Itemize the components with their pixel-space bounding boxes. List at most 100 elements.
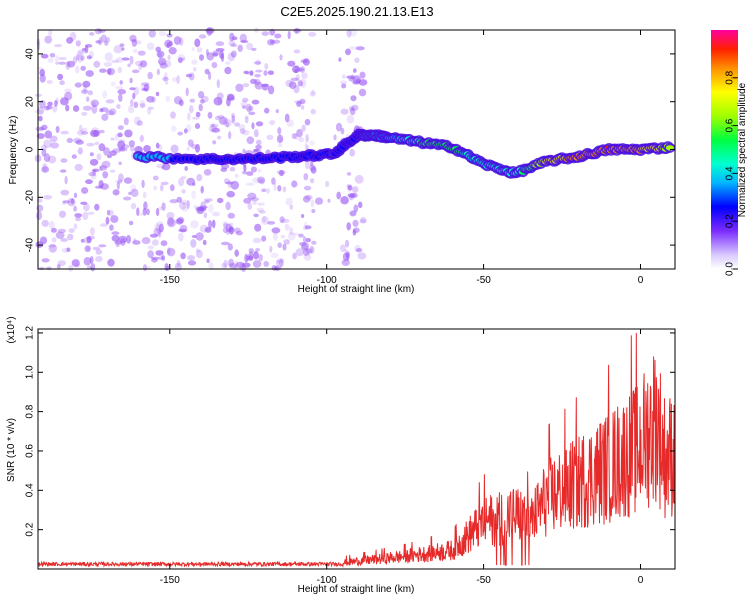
- snr-y-ticks: 0.2 0.4 0.6 0.8 1.0 1.2: [25, 326, 675, 537]
- spectrogram-noise-blob: [60, 97, 69, 106]
- spectrogram-noise-blob: [139, 134, 144, 143]
- spectrogram-noise-blob: [242, 97, 249, 103]
- spectrogram-noise-blob: [36, 211, 43, 221]
- spectrogram-noise-blob: [89, 152, 94, 157]
- spectrogram-noise-blob: [212, 211, 221, 217]
- spectrogram-noise-blob: [261, 83, 269, 88]
- spectrogram-noise-blob: [220, 241, 230, 246]
- spectrogram-noise-blob: [90, 127, 100, 136]
- spectrogram-noise-blob: [81, 111, 88, 116]
- spectrogram-noise-blob: [353, 204, 359, 213]
- spectrogram-noise-blob: [147, 106, 154, 110]
- spectrogram-noise-blob: [58, 61, 66, 65]
- spectrogram-noise-blob: [104, 40, 109, 46]
- spectrogram-noise-blob: [251, 99, 260, 105]
- spectrogram-noise-blob: [170, 125, 177, 132]
- spectrogram-noise-blob: [100, 107, 109, 112]
- spectrogram-noise-blob: [191, 190, 196, 200]
- spectrogram-noise-blob: [98, 180, 104, 189]
- spectrogram-noise-blob: [194, 123, 201, 129]
- spectrogram-noise-blob: [62, 200, 66, 205]
- spectrogram-noise-blob: [289, 204, 294, 210]
- spectrogram-noise-blob: [199, 224, 209, 233]
- spectrogram-noise-blob: [256, 207, 264, 212]
- spectrogram-noise-blob: [128, 105, 135, 114]
- spectrogram-noise-blob: [208, 71, 212, 81]
- spectrogram-noise-blob: [89, 227, 95, 236]
- spectrogram-noise-blob: [167, 216, 175, 226]
- spectrogram-noise-blob: [255, 144, 262, 150]
- spectrogram-noise-blob: [189, 98, 196, 103]
- spectrogram-noise-blob: [302, 236, 307, 243]
- spectrogram-noise-blob: [148, 29, 156, 38]
- spectrogram-noise-blob: [158, 206, 163, 211]
- spectrogram-noise-blob: [292, 232, 300, 236]
- spectrogram-noise-blob: [359, 71, 366, 79]
- spectrogram-noise-blob: [257, 202, 265, 206]
- spectrogram-noise-blob: [35, 126, 44, 132]
- spectrogram-noise-blob: [311, 208, 316, 214]
- spectrogram-noise-blob: [162, 162, 171, 171]
- spectrogram-noise-blob: [303, 173, 309, 181]
- colorbar-label: Normalized spectral amplitude: [737, 82, 748, 217]
- spectrogram-noise-blob: [282, 243, 287, 251]
- spectrogram-noise-blob: [174, 262, 182, 271]
- spectrogram-noise-blob: [158, 256, 164, 260]
- spectrogram-noise-blob: [245, 71, 254, 75]
- spectrogram-noise-blob: [80, 238, 85, 243]
- spectrogram-noise-blob: [36, 133, 45, 139]
- spectrogram-noise-blob: [212, 52, 218, 57]
- spectrogram-noise-blob: [59, 210, 66, 218]
- spectrogram-noise-blob: [310, 166, 317, 174]
- spectrogram-noise-blob: [304, 118, 311, 126]
- spectrogram-noise-blob: [284, 113, 290, 123]
- spectrogram-noise-blob: [41, 166, 50, 173]
- spectrogram-noise-blob: [216, 79, 220, 89]
- spectrogram-noise-blob: [310, 199, 315, 208]
- spectrogram-noise-blob: [215, 115, 221, 121]
- spectrogram-noise-blob: [229, 263, 237, 269]
- spectrogram-noise-blob: [271, 265, 277, 271]
- spectrogram-noise-blob: [300, 105, 305, 110]
- spectrogram-noise-blob: [60, 130, 69, 135]
- spectrogram-noise-blob: [116, 181, 120, 190]
- spectrogram-noise-blob: [267, 39, 276, 46]
- spectrogram-noise-blob: [230, 43, 237, 47]
- spectrogram-noise-blob: [128, 220, 134, 226]
- spectrogram-noise-blob: [346, 222, 352, 231]
- spectrogram-noise-blob: [223, 118, 232, 128]
- spectrogram-noise-blob: [178, 201, 187, 210]
- spectrogram-noise-blob: [187, 139, 194, 147]
- spectrogram-noise-blob: [278, 143, 283, 148]
- spectrogram-noise-blob: [338, 57, 342, 62]
- spectrogram-noise-blob: [139, 100, 146, 109]
- spectrogram-noise-blob: [99, 108, 104, 113]
- spectrogram-noise-blob: [196, 174, 203, 182]
- spectrogram-noise-blob: [224, 181, 234, 185]
- spectrogram-noise-blob: [276, 259, 280, 266]
- spectrogram-noise-blob: [290, 77, 299, 82]
- spectrogram-noise-blob: [44, 105, 50, 111]
- spectrogram-noise-blob: [267, 70, 274, 75]
- spectrogram-noise-blob: [217, 135, 222, 140]
- spectrogram-noise-blob: [41, 258, 50, 263]
- spectrogram-noise-blob: [114, 241, 123, 245]
- spectrogram-noise-blob: [158, 57, 167, 66]
- spectrogram-noise-blob: [227, 243, 233, 251]
- spectrogram-noise-blob: [175, 218, 184, 225]
- spectrogram-noise-blob: [187, 112, 191, 121]
- spectrogram-noise-blob: [279, 170, 284, 177]
- spectrogram-noise-blob: [308, 32, 317, 37]
- spectrogram-noise-blob: [258, 210, 266, 214]
- spectrogram-x-tick-label: -50: [476, 275, 491, 286]
- spectrogram-noise-blob: [127, 63, 131, 68]
- spectrogram-noise-blob: [80, 55, 85, 61]
- spectrogram-noise-blob: [302, 248, 310, 257]
- spectrogram-noise-blob: [191, 235, 197, 238]
- spectrogram-noise-blob: [48, 244, 56, 248]
- spectrogram-noise-blob: [245, 106, 254, 112]
- spectrogram-noise-blob: [166, 33, 173, 38]
- snr-plot-area: [38, 329, 675, 569]
- spectrogram-noise-blob: [57, 228, 67, 234]
- spectrogram-noise-blob: [185, 87, 189, 97]
